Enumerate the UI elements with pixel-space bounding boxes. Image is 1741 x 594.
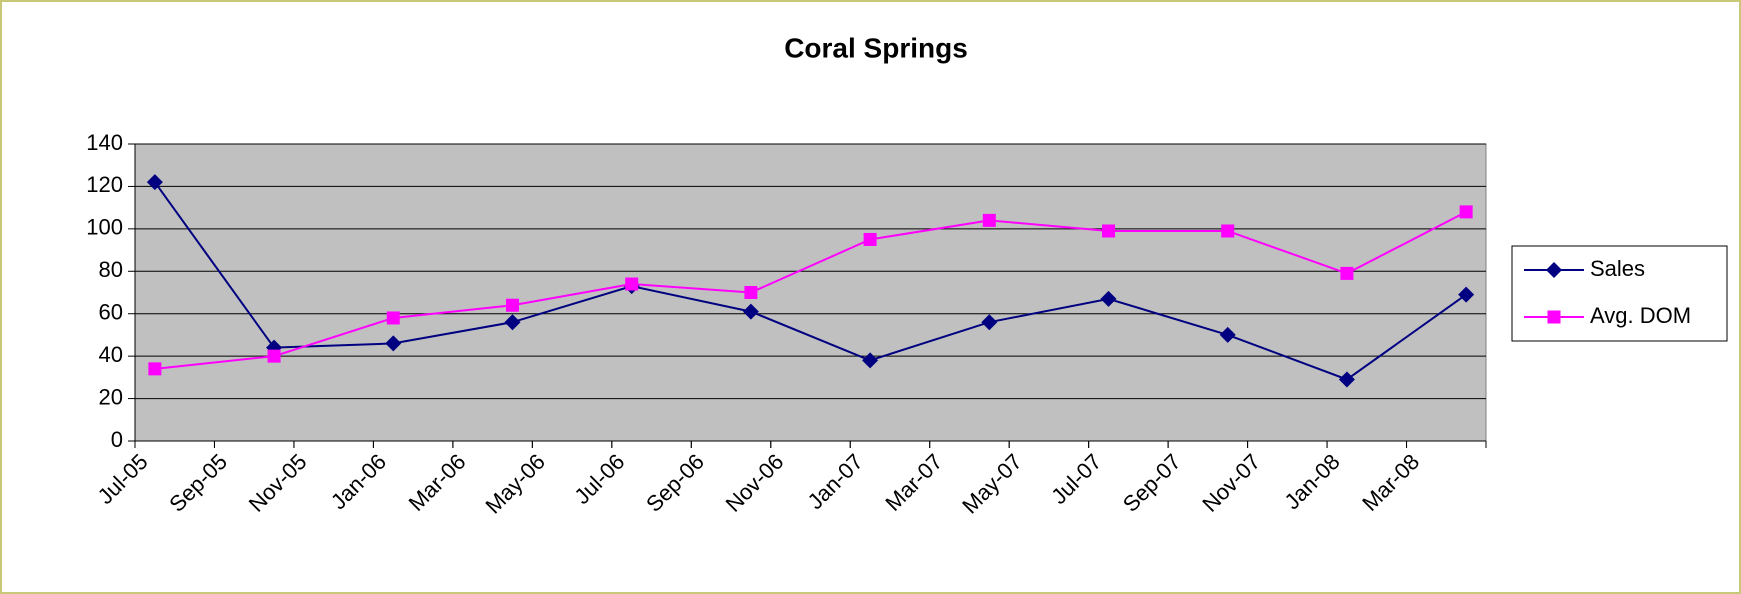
point <box>742 303 759 320</box>
legend-marker <box>1546 262 1562 278</box>
point <box>1458 286 1475 303</box>
y-tick-label: 140 <box>86 130 123 155</box>
y-tick-label: 100 <box>86 215 123 240</box>
legend-marker <box>1547 310 1561 324</box>
point <box>386 311 400 325</box>
point <box>982 213 996 227</box>
point <box>146 174 163 191</box>
point <box>385 335 402 352</box>
point <box>1338 371 1355 388</box>
y-tick-label: 60 <box>99 300 123 325</box>
y-tick-label: 20 <box>99 384 123 409</box>
point <box>148 362 162 376</box>
point <box>267 349 281 363</box>
series-line <box>154 210 1467 370</box>
legend-label: Avg. DOM <box>1590 303 1691 328</box>
y-tick-label: 0 <box>111 427 123 452</box>
point <box>1221 224 1235 238</box>
point <box>862 352 879 369</box>
chart-title: Coral Springs <box>784 32 968 63</box>
point <box>504 314 521 331</box>
y-tick-label: 40 <box>99 342 123 367</box>
series-line <box>154 181 1467 381</box>
point <box>1102 224 1116 238</box>
y-tick-label: 80 <box>99 257 123 282</box>
legend-label: Sales <box>1590 256 1645 281</box>
point <box>1100 290 1117 307</box>
y-tick-label: 120 <box>86 172 123 197</box>
point <box>744 286 758 299</box>
point <box>1459 205 1473 219</box>
legend <box>1511 245 1728 342</box>
point <box>625 277 639 291</box>
point <box>981 314 998 331</box>
plot-area <box>134 143 1487 442</box>
point <box>1219 326 1236 343</box>
point <box>505 298 519 312</box>
point <box>1340 266 1354 280</box>
point <box>863 232 877 246</box>
